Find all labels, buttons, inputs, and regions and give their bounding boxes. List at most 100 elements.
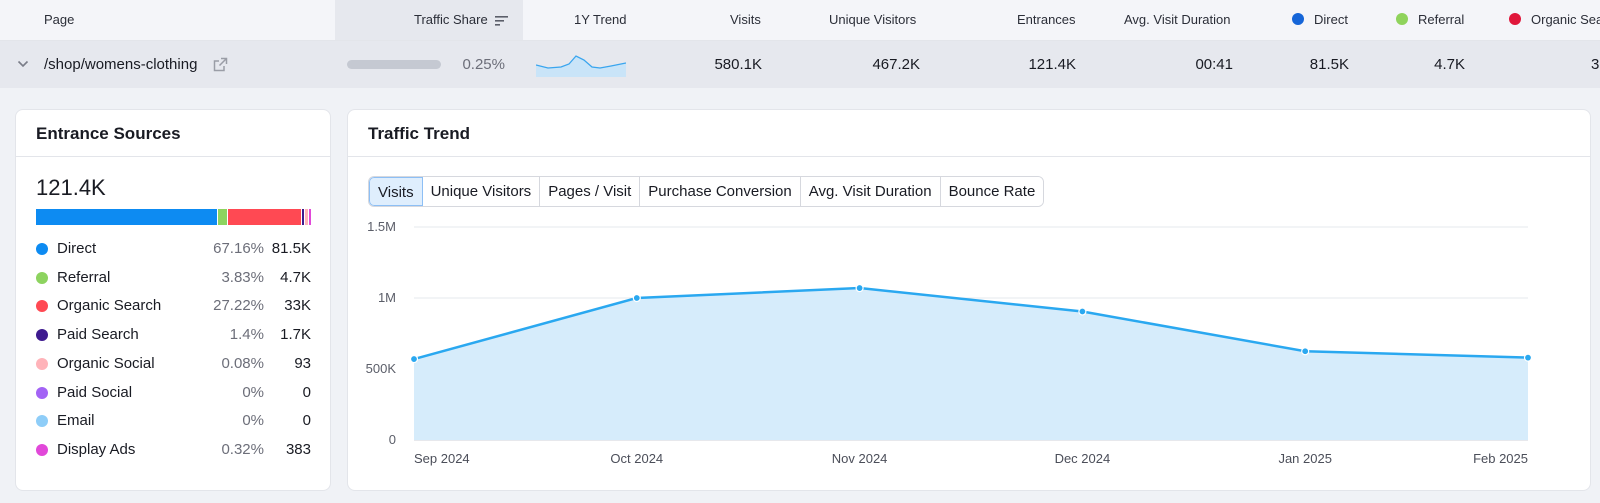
source-percent: 0% bbox=[242, 383, 264, 401]
source-name: Paid Social bbox=[57, 383, 133, 401]
source-percent: 67.16% bbox=[213, 240, 264, 257]
source-item[interactable]: Display Ads 0.32% 383 bbox=[36, 439, 311, 461]
source-color-dot bbox=[36, 415, 48, 428]
source-color-dot bbox=[36, 243, 48, 255]
entrances-value: 121.4K bbox=[1028, 56, 1076, 73]
bar-segment-organic-social[interactable] bbox=[304, 209, 308, 225]
data-point[interactable] bbox=[1078, 307, 1087, 316]
bar-segment-direct[interactable] bbox=[36, 209, 217, 225]
col-traffic-share-label: Traffic Share bbox=[414, 12, 488, 27]
data-point[interactable] bbox=[1301, 347, 1310, 356]
data-point[interactable] bbox=[409, 354, 419, 364]
source-percent: 1.4% bbox=[229, 326, 264, 344]
x-tick-label: Oct 2024 bbox=[610, 451, 663, 466]
source-value: 1.7K bbox=[280, 326, 311, 344]
source-percent: 3.83% bbox=[221, 268, 264, 286]
data-point[interactable] bbox=[1523, 353, 1533, 362]
sorted-column-highlight bbox=[335, 0, 523, 40]
tab-purchase-conversion[interactable]: Purchase Conversion bbox=[640, 177, 801, 206]
direct-legend-dot bbox=[1292, 13, 1304, 25]
avg-visit-duration-value: 00:41 bbox=[1195, 56, 1233, 73]
metric-tabs: Visits Unique Visitors Pages / Visit Purcha… bbox=[368, 176, 1045, 207]
data-point[interactable] bbox=[632, 293, 641, 303]
source-name: Display Ads bbox=[57, 440, 136, 458]
divider bbox=[348, 156, 1590, 157]
source-color-dot bbox=[36, 271, 48, 284]
source-distribution-bar[interactable] bbox=[36, 209, 311, 225]
source-value: 93 bbox=[294, 354, 311, 372]
source-value: 33K bbox=[284, 297, 311, 315]
col-unique-visitors[interactable]: Unique Visitors bbox=[829, 12, 917, 27]
col-page[interactable]: Page bbox=[44, 12, 75, 27]
referral-legend-dot bbox=[1396, 13, 1408, 25]
source-value: 0 bbox=[302, 412, 311, 430]
series-line bbox=[413, 286, 1529, 361]
x-tick-label: Feb 2025 bbox=[1473, 451, 1528, 466]
col-traffic-share[interactable]: Traffic Share bbox=[414, 0, 509, 40]
y-tick-label: 1.5M bbox=[367, 219, 396, 234]
source-percent: 0.32% bbox=[221, 440, 264, 458]
col-organic-search[interactable]: Organic Sea bbox=[1509, 0, 1600, 40]
y-tick-label: 0 bbox=[389, 432, 396, 447]
bar-segment-paid-search[interactable] bbox=[300, 209, 305, 225]
sort-icon[interactable] bbox=[495, 15, 509, 26]
source-value: 81.5K bbox=[271, 240, 311, 257]
table-row[interactable]: /shop/womens-clothing 0.25% 580.1K 467.2… bbox=[0, 41, 1600, 88]
tab-unique-visitors[interactable]: Unique Visitors bbox=[422, 177, 541, 206]
card-title: Traffic Trend bbox=[368, 124, 471, 143]
source-name: Email bbox=[57, 412, 95, 430]
source-item[interactable]: Organic Search 27.22% 33K bbox=[36, 295, 311, 317]
bar-segment-display-ads[interactable] bbox=[307, 209, 311, 225]
traffic-trend-chart[interactable]: 0 500K 1M 1.5M Sep 2024 Oct 2024 Nov 2024 Dec 2… bbox=[348, 110, 1590, 490]
source-value: 0 bbox=[302, 383, 311, 401]
divider bbox=[16, 156, 330, 157]
col-entrances[interactable]: Entrances bbox=[1017, 12, 1076, 27]
x-tick-label: Jan 2025 bbox=[1278, 451, 1332, 466]
source-color-dot bbox=[36, 443, 48, 456]
source-item[interactable]: Email 0% 0 bbox=[36, 410, 311, 432]
source-item[interactable]: Direct 67.16% 81.5K bbox=[36, 238, 311, 260]
source-item[interactable]: Paid Search 1.4% 1.7K bbox=[36, 324, 311, 346]
source-item[interactable]: Paid Social 0% 0 bbox=[36, 382, 311, 404]
source-percent: 0% bbox=[242, 412, 264, 430]
source-item[interactable]: Organic Social 0.08% 93 bbox=[36, 353, 311, 375]
source-name: Paid Search bbox=[57, 326, 139, 344]
x-tick-label: Dec 2024 bbox=[1055, 451, 1111, 466]
source-name: Organic Search bbox=[57, 297, 162, 315]
y-tick-label: 500K bbox=[366, 361, 397, 376]
source-item[interactable]: Referral 3.83% 4.7K bbox=[36, 267, 311, 289]
tab-visits[interactable]: Visits bbox=[369, 177, 423, 206]
tab-pages-visit[interactable]: Pages / Visit bbox=[540, 177, 641, 206]
source-name: Direct bbox=[57, 240, 97, 257]
bar-segment-referral[interactable] bbox=[216, 209, 228, 225]
visits-value: 580.1K bbox=[714, 56, 762, 73]
data-point[interactable] bbox=[855, 283, 864, 293]
area-fill bbox=[414, 288, 1528, 440]
tab-bounce-rate[interactable]: Bounce Rate bbox=[940, 177, 1044, 206]
organic-value: 3 bbox=[1591, 56, 1600, 73]
col-trend[interactable]: 1Y Trend bbox=[574, 12, 627, 27]
source-color-dot bbox=[36, 357, 48, 370]
page-url-link[interactable]: /shop/womens-clothing bbox=[44, 56, 198, 73]
organic-legend-dot bbox=[1509, 13, 1521, 25]
source-color-dot bbox=[36, 386, 48, 399]
source-name: Organic Social bbox=[57, 354, 155, 372]
traffic-share-value: 0.25% bbox=[462, 56, 505, 73]
x-tick-label: Nov 2024 bbox=[832, 451, 888, 466]
col-avg-visit-duration[interactable]: Avg. Visit Duration bbox=[1124, 12, 1231, 27]
col-direct[interactable]: Direct bbox=[1292, 0, 1348, 40]
traffic-trend-card: Traffic Trend Visits Unique Visitors Pages… bbox=[347, 109, 1591, 491]
col-referral[interactable]: Referral bbox=[1396, 0, 1464, 40]
source-color-dot bbox=[36, 300, 48, 313]
external-link-icon[interactable] bbox=[213, 57, 228, 72]
bar-segment-organic-search[interactable] bbox=[227, 209, 301, 225]
chevron-down-icon[interactable] bbox=[17, 59, 29, 69]
card-title: Entrance Sources bbox=[36, 124, 181, 143]
trend-sparkline bbox=[536, 55, 626, 77]
unique-visitors-value: 467.2K bbox=[872, 56, 920, 73]
y-tick-label: 1M bbox=[378, 290, 396, 305]
table-header: Page Traffic Share 1Y Trend Visits Uniqu… bbox=[0, 0, 1600, 41]
referral-value: 4.7K bbox=[1434, 56, 1465, 73]
col-visits[interactable]: Visits bbox=[730, 12, 761, 27]
tab-avg-visit-duration[interactable]: Avg. Visit Duration bbox=[800, 177, 941, 206]
